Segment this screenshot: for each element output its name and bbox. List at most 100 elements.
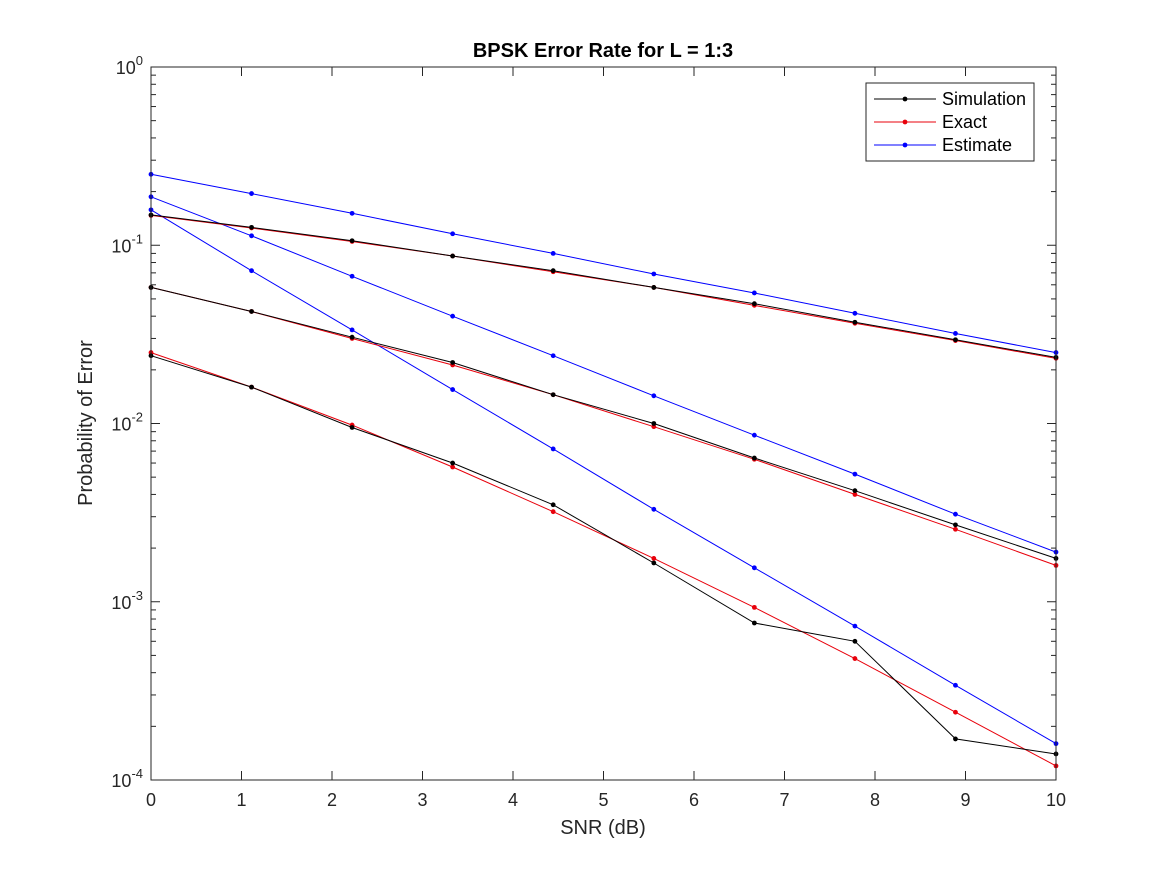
data-point-estimate-l3 (953, 682, 958, 688)
y-tick-label: 100 (116, 53, 143, 78)
data-point-estimate-l2 (450, 313, 456, 319)
plot-area (151, 67, 1056, 780)
y-tick-base: 10 (111, 415, 131, 435)
data-point-simulation-l1 (852, 319, 858, 325)
data-point-simulation-l2 (550, 392, 556, 398)
data-point-simulation-l3 (249, 384, 254, 390)
data-point-exact-l3 (651, 556, 657, 561)
data-point-estimate-l2 (953, 511, 958, 517)
legend: Simulation Exact Estimate (865, 82, 1035, 162)
y-tick-base: 10 (111, 593, 131, 613)
y-tick-exponent: -2 (131, 410, 143, 425)
data-point-estimate-l1 (751, 290, 757, 296)
data-point-simulation-l2 (852, 488, 858, 494)
data-point-simulation-l2 (450, 360, 456, 365)
data-point-estimate-l3 (651, 506, 657, 512)
y-axis-label: Probability of Error (75, 340, 97, 506)
series-line-simulation-l3 (150, 355, 1057, 755)
x-tick-label: 9 (960, 790, 970, 810)
data-point-simulation-l3 (450, 460, 456, 466)
series-line-simulation-l2 (150, 286, 1057, 559)
y-tick-exponent: -1 (131, 231, 143, 246)
data-point-exact-l3 (953, 709, 958, 715)
data-point-estimate-l3 (550, 446, 556, 452)
data-point-estimate-l3 (349, 327, 355, 333)
y-tick-base: 10 (116, 58, 136, 78)
data-point-estimate-l3 (450, 387, 456, 392)
data-point-simulation-l1 (751, 301, 757, 307)
x-axis-label: SNR (dB) (560, 817, 646, 839)
data-point-simulation-l1 (450, 253, 456, 259)
x-ticks: 0 1 2 3 4 5 6 7 8 9 10 (146, 67, 1066, 810)
data-point-simulation-l3 (651, 560, 657, 566)
x-tick-label: 4 (508, 790, 518, 810)
data-point-simulation-l1 (953, 337, 958, 343)
data-point-simulation-l2 (651, 421, 657, 426)
data-point-simulation-l3 (852, 638, 858, 644)
chart-title: BPSK Error Rate for L = 1:3 (473, 40, 733, 62)
data-point-exact-l3 (852, 656, 858, 661)
series-line-exact-l1 (150, 214, 1057, 359)
data-point-estimate-l3 (852, 623, 858, 629)
y-tick-label: 10-4 (111, 766, 143, 791)
series-line-exact-l2 (150, 286, 1057, 566)
y-tick-exponent: -3 (131, 588, 143, 603)
data-point-estimate-l2 (751, 432, 757, 438)
data-point-simulation-l3 (349, 425, 355, 430)
data-point-exact-l3 (751, 604, 757, 610)
legend-label-exact: Exact (942, 112, 987, 132)
data-point-estimate-l2 (349, 273, 355, 279)
series-layer (148, 171, 1059, 769)
data-point-simulation-l1 (651, 285, 657, 290)
data-point-simulation-l2 (953, 522, 958, 528)
x-tick-label: 2 (327, 790, 337, 810)
data-point-simulation-l2 (249, 309, 254, 314)
data-point-estimate-l2 (651, 393, 657, 399)
legend-marker-estimate (902, 142, 908, 148)
series-line-estimate-l1 (150, 173, 1057, 354)
data-point-simulation-l3 (550, 502, 556, 508)
y-tick-exponent: -4 (131, 766, 143, 781)
series-line-simulation-l1 (150, 214, 1057, 358)
data-point-exact-l2 (953, 526, 958, 532)
y-tick-label: 10-3 (111, 588, 143, 613)
data-point-exact-l2 (852, 492, 858, 497)
data-point-estimate-l3 (249, 268, 254, 274)
x-tick-label: 7 (779, 790, 789, 810)
legend-marker-exact (902, 119, 908, 125)
data-point-simulation-l2 (751, 455, 757, 461)
data-point-estimate-l2 (249, 233, 254, 239)
y-tick-base: 10 (111, 771, 131, 791)
data-point-estimate-l1 (651, 271, 657, 277)
data-point-simulation-l1 (349, 238, 355, 244)
y-tick-label: 10-2 (111, 410, 143, 435)
data-point-estimate-l1 (450, 231, 456, 237)
y-tick-exponent: 0 (136, 53, 143, 68)
x-tick-label: 8 (870, 790, 880, 810)
data-point-simulation-l3 (751, 620, 757, 626)
series-line-exact-l3 (150, 352, 1057, 767)
legend-marker-simulation (902, 96, 908, 102)
data-point-estimate-l1 (349, 210, 355, 216)
data-point-estimate-l2 (550, 353, 556, 359)
y-tick-base: 10 (111, 236, 131, 256)
data-point-exact-l3 (450, 464, 456, 470)
data-point-exact-l3 (550, 509, 556, 515)
data-point-estimate-l1 (852, 310, 858, 316)
x-tick-label: 5 (598, 790, 608, 810)
x-tick-label: 0 (146, 790, 156, 810)
series-line-estimate-l3 (150, 209, 1057, 745)
data-point-estimate-l1 (953, 331, 958, 336)
x-tick-label: 1 (236, 790, 246, 810)
legend-label-simulation: Simulation (942, 89, 1026, 109)
data-point-simulation-l3 (953, 736, 958, 742)
y-tick-label: 10-1 (111, 231, 143, 256)
series-line-estimate-l2 (150, 196, 1057, 553)
data-point-estimate-l2 (852, 471, 858, 477)
data-point-estimate-l3 (751, 565, 757, 571)
legend-label-estimate: Estimate (942, 135, 1012, 155)
data-point-estimate-l1 (550, 251, 556, 256)
data-point-estimate-l1 (249, 191, 254, 196)
